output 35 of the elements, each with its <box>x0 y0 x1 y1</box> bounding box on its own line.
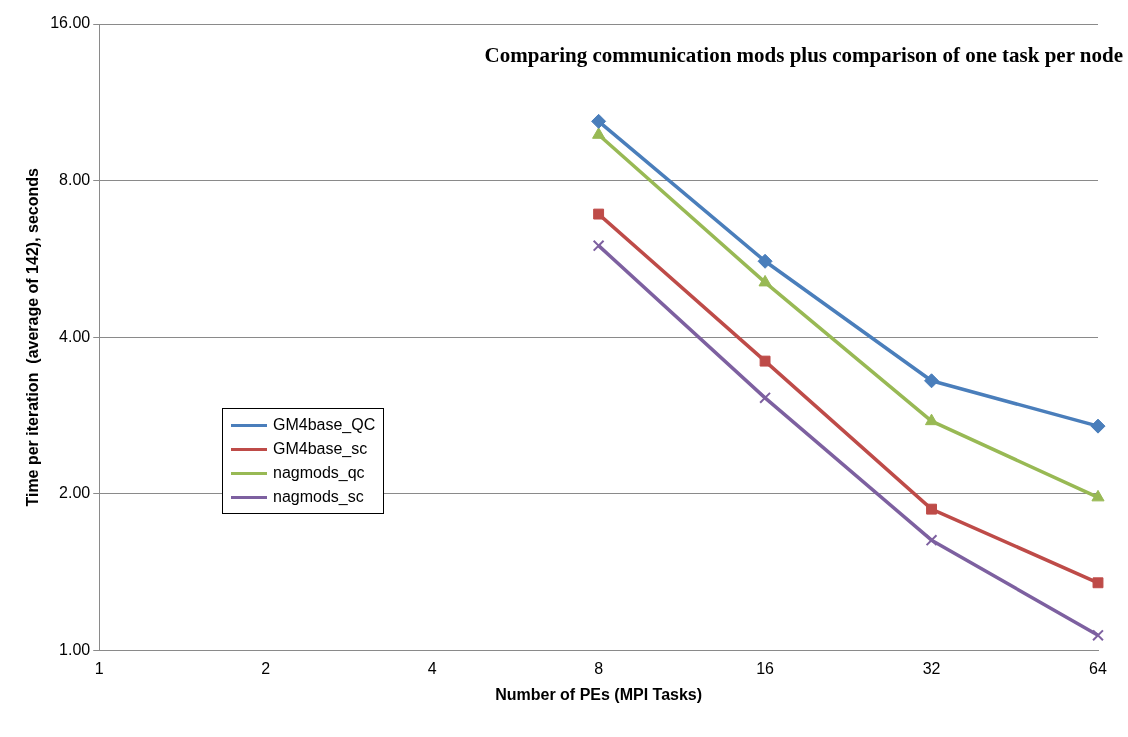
y-tick-label: 4.00 <box>59 327 91 345</box>
x-tick-label: 8 <box>594 659 604 677</box>
point <box>759 391 772 404</box>
point <box>925 534 938 547</box>
y-tick-label: 2.00 <box>59 484 91 502</box>
legend-label: nagmods_qc <box>273 464 365 482</box>
point <box>757 253 773 269</box>
point <box>759 355 771 367</box>
point <box>591 113 607 129</box>
point <box>1092 629 1104 642</box>
legend-label: GM4base_sc <box>273 440 368 458</box>
x-tick-label: 64 <box>1089 659 1107 677</box>
text: Comparing communication mods plus comparison of one task per node <box>484 42 1123 67</box>
legend-label: nagmods_sc <box>273 488 364 506</box>
point <box>924 373 940 389</box>
point <box>1090 418 1106 434</box>
legend-label: GM4base_QC <box>273 416 376 434</box>
x-axis-title: Number of PEs (MPI Tasks) <box>495 685 703 703</box>
point <box>592 127 606 139</box>
x-tick-label: 4 <box>427 659 437 677</box>
point <box>1091 489 1105 502</box>
y-axis-title: Time per iteration (average of 142), seconds <box>24 167 42 507</box>
y-tick-label: 1.00 <box>59 641 91 659</box>
point <box>758 274 772 287</box>
x-tick-label: 2 <box>261 659 271 677</box>
x-tick-label: 1 <box>94 659 104 677</box>
point <box>1092 577 1104 589</box>
point <box>592 239 605 252</box>
point <box>593 208 605 220</box>
y-tick-label: 16.00 <box>50 14 91 32</box>
x-tick-label: 32 <box>922 659 941 677</box>
point <box>924 413 939 426</box>
y-tick-label: 8.00 <box>59 171 91 189</box>
point <box>926 503 937 515</box>
x-tick-label: 16 <box>756 659 775 677</box>
